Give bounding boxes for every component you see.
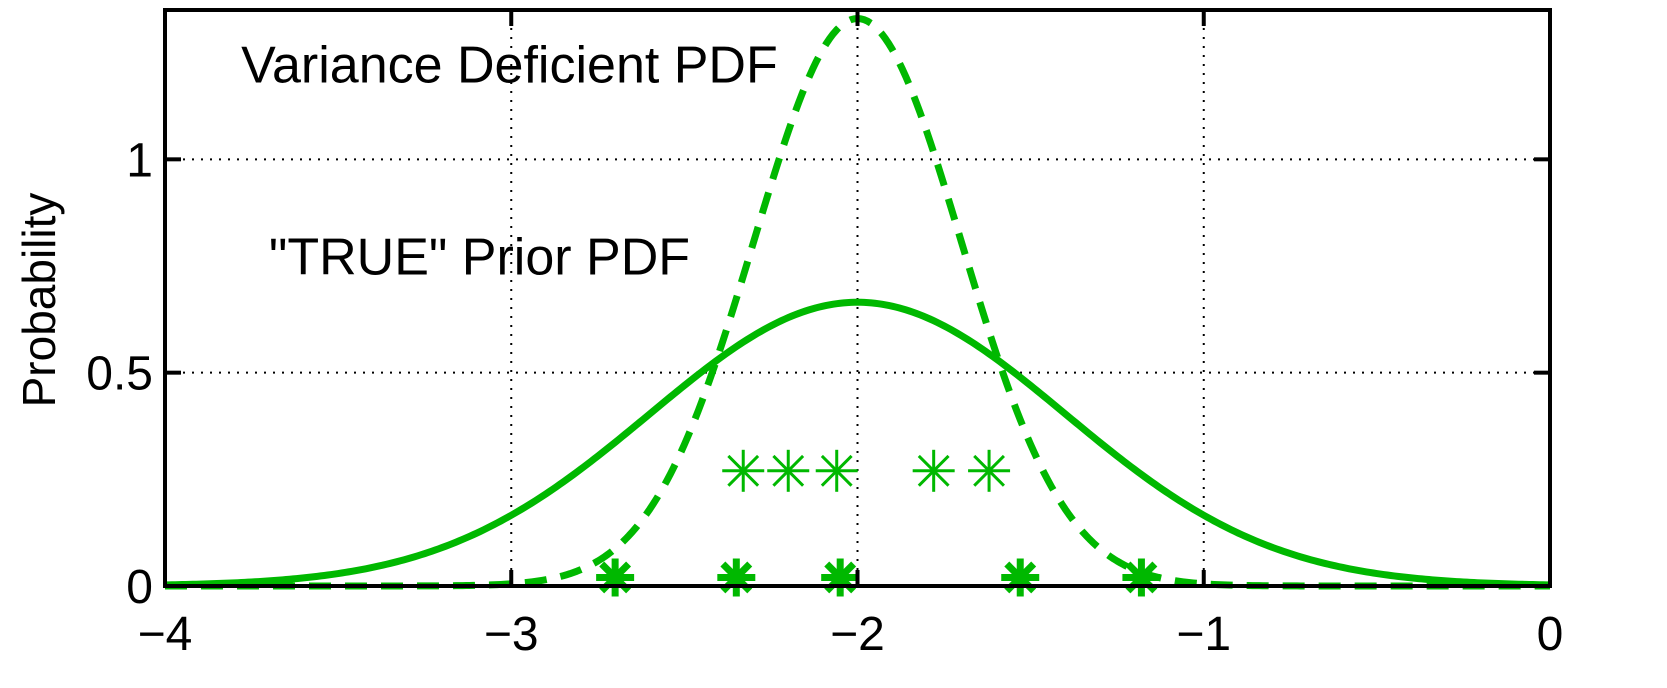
tick-labels: −4 −3 −2 −1 0 0 0.5 1 [86,134,1563,661]
y-axis-label: Probability [13,193,65,408]
thin-marker-2 [815,449,858,492]
bold-marker-2 [821,558,860,597]
annotations: Variance Deficient PDF "TRUE" Prior PDF [241,37,778,287]
x-tick-label-3: −1 [1176,608,1231,661]
x-tick-label-2: −2 [830,608,885,661]
markers [596,449,1161,597]
series-solid-curve [164,298,1551,589]
annotation-1: "TRUE" Prior PDF [269,229,690,287]
bold-marker-3 [1001,558,1040,597]
y-tick-label-0: 0 [126,561,153,614]
thin-marker-0 [722,449,765,492]
annotation-0: Variance Deficient PDF [241,37,778,95]
x-tick-label-4: 0 [1537,608,1564,661]
bold-marker-4 [1122,558,1161,597]
y-tick-label-1: 0.5 [86,348,153,401]
bold-marker-1 [717,558,756,597]
thin-marker-3 [912,449,955,492]
thin-marker-4 [968,449,1011,492]
grid [165,10,1550,586]
ticks [163,10,1552,588]
thin-marker-1 [767,449,810,492]
curves [164,15,1551,590]
y-tick-label-2: 1 [126,134,153,187]
x-tick-label-0: −4 [138,608,193,661]
x-tick-label-1: −3 [484,608,539,661]
bold-marker-0 [596,558,635,597]
